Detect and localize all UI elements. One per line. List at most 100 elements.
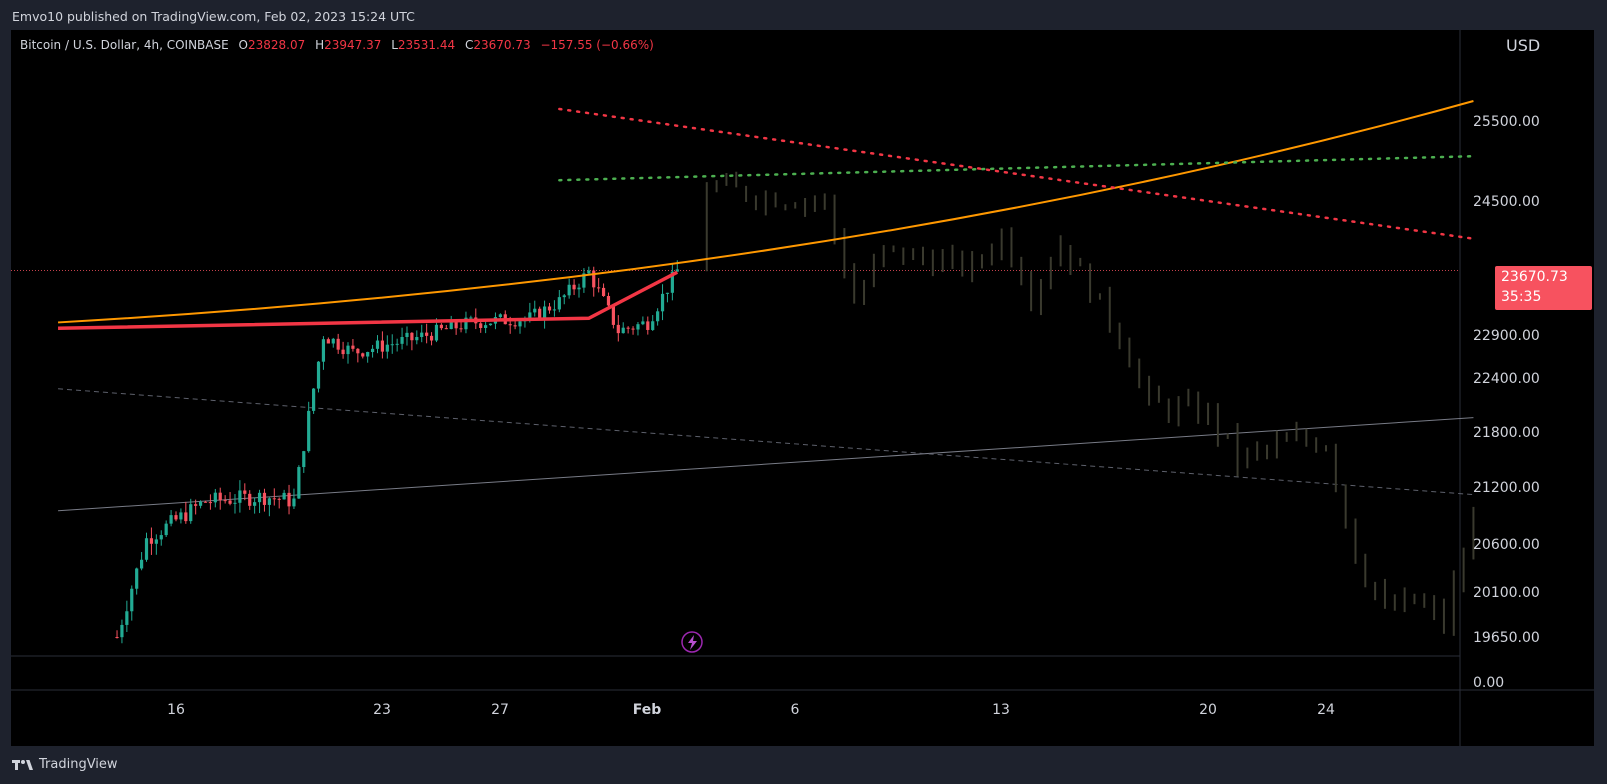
- candle[interactable]: [670, 271, 674, 293]
- candle[interactable]: [651, 321, 655, 330]
- candle[interactable]: [665, 292, 670, 294]
- candle[interactable]: [297, 467, 301, 499]
- candle[interactable]: [346, 345, 350, 355]
- candle[interactable]: [238, 490, 242, 503]
- candle[interactable]: [626, 327, 630, 329]
- price-chart[interactable]: 25500.00 24500.00 22900.00 22400.00 21800.00…: [11, 30, 1594, 746]
- candle[interactable]: [115, 637, 119, 638]
- candle[interactable]: [312, 388, 316, 411]
- candle[interactable]: [488, 323, 493, 326]
- candle[interactable]: [233, 502, 237, 504]
- candle[interactable]: [253, 502, 257, 506]
- candle[interactable]: [621, 327, 625, 334]
- candle[interactable]: [282, 492, 286, 500]
- candle[interactable]: [302, 451, 306, 468]
- candle[interactable]: [538, 308, 542, 319]
- candle[interactable]: [518, 321, 522, 327]
- candle[interactable]: [198, 501, 203, 506]
- candle[interactable]: [120, 624, 124, 638]
- symbol-name[interactable]: Bitcoin / U.S. Dollar, 4h, COINBASE: [20, 38, 229, 52]
- candle[interactable]: [641, 321, 645, 325]
- candle[interactable]: [400, 337, 404, 344]
- candle[interactable]: [592, 270, 596, 288]
- candle[interactable]: [479, 323, 483, 328]
- candle[interactable]: [572, 284, 576, 290]
- candle[interactable]: [533, 308, 537, 313]
- candle[interactable]: [223, 500, 227, 502]
- candle[interactable]: [542, 306, 547, 319]
- candle[interactable]: [582, 273, 586, 288]
- candle[interactable]: [385, 344, 389, 352]
- candle[interactable]: [139, 559, 144, 569]
- green-dotted-trendline[interactable]: [558, 154, 1475, 182]
- candle[interactable]: [484, 325, 488, 328]
- candle[interactable]: [656, 311, 660, 322]
- candle[interactable]: [292, 498, 296, 507]
- candle[interactable]: [331, 338, 335, 344]
- candle[interactable]: [601, 287, 606, 297]
- event-marker[interactable]: [681, 631, 703, 653]
- candle[interactable]: [552, 309, 557, 311]
- candle[interactable]: [675, 269, 679, 272]
- candle[interactable]: [606, 296, 611, 306]
- lightning-icon[interactable]: [681, 631, 703, 653]
- candle[interactable]: [248, 493, 252, 506]
- candle[interactable]: [336, 338, 340, 350]
- candle[interactable]: [149, 538, 154, 544]
- candle[interactable]: [434, 324, 439, 341]
- candle[interactable]: [405, 332, 409, 338]
- orange-curve[interactable]: [57, 100, 1474, 324]
- candle[interactable]: [125, 611, 129, 625]
- candle[interactable]: [218, 492, 222, 501]
- candle[interactable]: [508, 324, 512, 326]
- candle[interactable]: [356, 348, 360, 354]
- candle[interactable]: [660, 293, 665, 312]
- candle[interactable]: [557, 297, 561, 310]
- candle[interactable]: [454, 321, 458, 329]
- candle[interactable]: [208, 502, 213, 504]
- candle[interactable]: [410, 332, 414, 341]
- candle[interactable]: [513, 325, 517, 327]
- candle[interactable]: [321, 339, 326, 362]
- candle[interactable]: [390, 344, 394, 346]
- candle[interactable]: [130, 588, 134, 612]
- footer-brand[interactable]: TradingView: [12, 757, 118, 772]
- candle[interactable]: [267, 498, 271, 505]
- candle[interactable]: [562, 295, 566, 298]
- candle[interactable]: [415, 337, 419, 341]
- candle[interactable]: [636, 324, 640, 330]
- candle[interactable]: [631, 328, 635, 330]
- candle[interactable]: [203, 501, 208, 503]
- candle[interactable]: [646, 321, 650, 330]
- candle[interactable]: [194, 504, 198, 506]
- candle[interactable]: [395, 343, 399, 345]
- candle[interactable]: [316, 361, 321, 389]
- candle[interactable]: [370, 348, 375, 353]
- candle[interactable]: [159, 535, 163, 540]
- candle[interactable]: [439, 324, 443, 329]
- candle[interactable]: [459, 328, 463, 330]
- candle[interactable]: [257, 492, 262, 503]
- candle[interactable]: [135, 568, 139, 589]
- candle[interactable]: [287, 492, 291, 507]
- candle[interactable]: [169, 515, 173, 524]
- candle[interactable]: [449, 321, 453, 329]
- candle[interactable]: [307, 410, 311, 452]
- candle[interactable]: [567, 284, 571, 296]
- candle[interactable]: [616, 324, 620, 334]
- candle[interactable]: [341, 349, 345, 355]
- candle[interactable]: [243, 490, 247, 494]
- candle[interactable]: [189, 504, 193, 522]
- candle[interactable]: [611, 305, 615, 325]
- candle[interactable]: [547, 306, 552, 311]
- candle[interactable]: [228, 500, 232, 504]
- candle[interactable]: [351, 345, 355, 349]
- grey-trendline[interactable]: [58, 417, 1474, 512]
- candle[interactable]: [144, 538, 149, 560]
- candle[interactable]: [164, 523, 168, 536]
- candle[interactable]: [425, 332, 429, 336]
- red-dotted-trendline[interactable]: [558, 107, 1475, 240]
- candle[interactable]: [326, 339, 330, 344]
- candle[interactable]: [380, 340, 385, 352]
- chart-panel[interactable]: 25500.00 24500.00 22900.00 22400.00 21800.00…: [11, 30, 1594, 746]
